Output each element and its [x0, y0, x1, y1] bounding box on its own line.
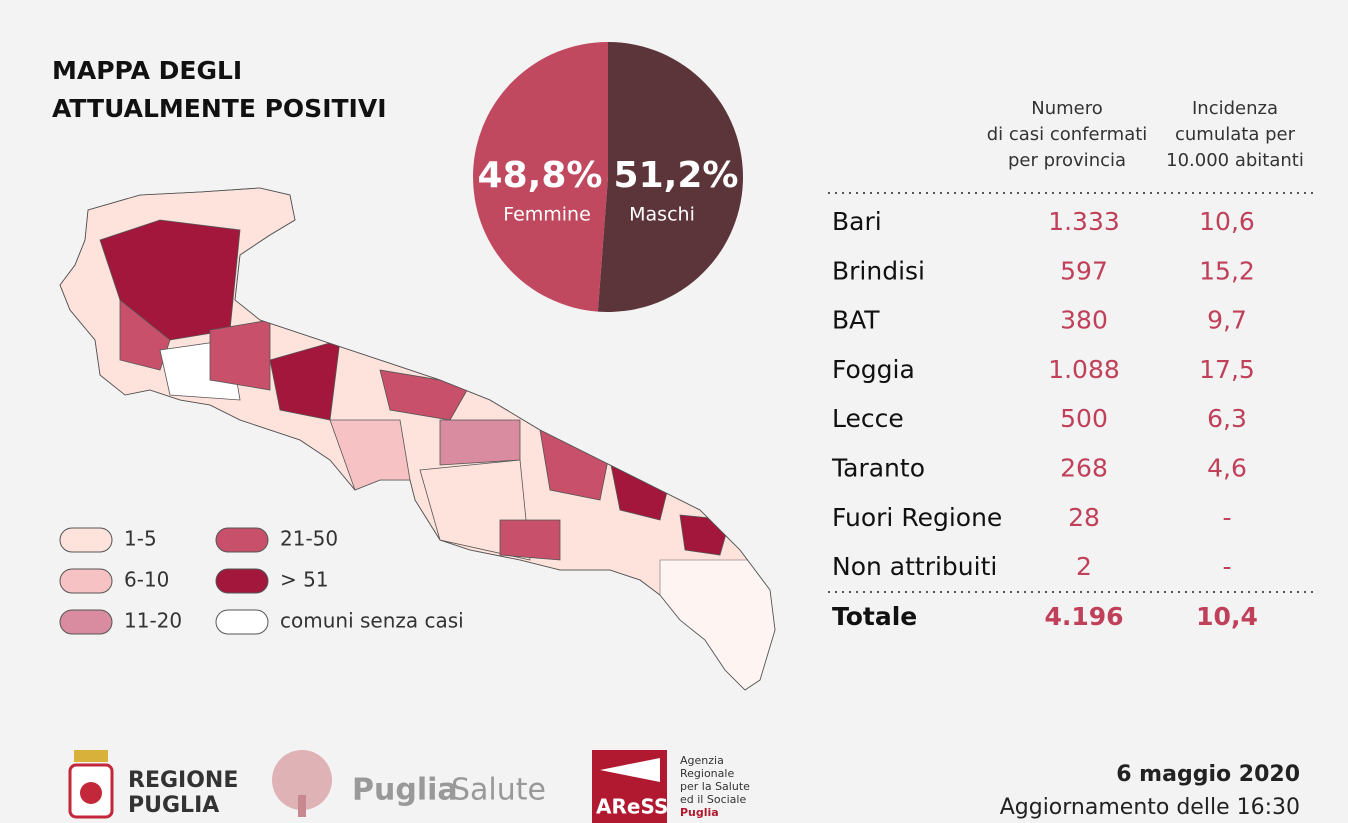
logo-regione: REGIONE PUGLIA — [68, 750, 238, 819]
logo-text: Agenzia — [680, 754, 724, 767]
row-label: Lecce — [832, 404, 904, 433]
pie-slice — [597, 42, 743, 312]
pie-slice — [472, 42, 608, 312]
total-value: 10,4 — [1196, 602, 1258, 631]
legend-swatch — [59, 609, 113, 635]
cell-value: 4,6 — [1207, 454, 1247, 483]
cell-value: 6,3 — [1207, 404, 1247, 433]
title: MAPPA DEGLI — [52, 56, 242, 85]
logo-icon — [298, 795, 306, 817]
logo-crown — [74, 750, 108, 762]
legend-label: 21-50 — [280, 527, 338, 551]
cell-value: - — [1222, 503, 1231, 532]
legend-label: 11-20 — [124, 609, 182, 633]
logo-aress: AReSS Agenzia Regionale per la Salute ed… — [592, 750, 750, 823]
map-area — [209, 319, 271, 391]
map — [59, 187, 776, 691]
pie-category-label: Maschi — [629, 204, 695, 226]
logo-text: AReSS — [596, 795, 668, 819]
legend-swatch — [215, 527, 269, 553]
cell-value: 17,5 — [1199, 355, 1255, 384]
legend: 1-5 6-10 11-20 21-50 > 51 comuni senza casi — [59, 527, 464, 635]
logo-text: Salute — [451, 773, 546, 808]
logo-text: per la Salute — [680, 780, 750, 793]
row-label: Non attribuiti — [832, 552, 997, 581]
row-label: Fuori Regione — [832, 503, 1002, 532]
total-label: Totale — [832, 602, 917, 631]
legend-swatch — [59, 527, 113, 553]
logo-icon — [600, 758, 660, 782]
legend-swatch — [215, 609, 269, 635]
row-label: Brindisi — [832, 256, 925, 285]
logo-text: Puglia — [352, 773, 458, 808]
column-header: cumulata per — [1175, 124, 1296, 145]
logo-puglia-salute: Puglia Salute — [272, 750, 546, 817]
cell-value: 268 — [1060, 454, 1108, 483]
row-label: BAT — [832, 306, 880, 335]
cell-value: 2 — [1076, 552, 1092, 581]
column-header: Incidenza — [1192, 98, 1278, 119]
cell-value: 28 — [1068, 503, 1100, 532]
title: ATTUALMENTE POSITIVI — [52, 94, 387, 123]
row-label: Taranto — [831, 454, 925, 483]
cell-value: 10,6 — [1199, 207, 1255, 236]
logo-icon — [80, 782, 102, 804]
update-time: Aggiornamento delle 16:30 — [1000, 795, 1300, 820]
logo-text: ed il Sociale — [680, 793, 746, 806]
column-header: Numero — [1031, 98, 1103, 119]
cell-value: 9,7 — [1207, 306, 1247, 335]
row-label: Bari — [832, 207, 882, 236]
legend-swatch — [215, 568, 269, 594]
cell-value: 380 — [1060, 306, 1108, 335]
legend-label: > 51 — [280, 568, 329, 592]
date: 6 maggio 2020 — [1116, 762, 1300, 787]
cell-value: - — [1222, 552, 1231, 581]
cell-value: 597 — [1060, 256, 1108, 285]
pie-chart: 48,8% Femmine 51,2% Maschi — [472, 42, 743, 312]
map-area — [499, 519, 561, 561]
total-value: 4.196 — [1044, 602, 1123, 631]
row-label: Foggia — [832, 355, 915, 384]
legend-label: 1-5 — [124, 527, 157, 551]
cell-value: 500 — [1060, 404, 1108, 433]
logo-text: Puglia — [680, 806, 719, 819]
cell-value: 15,2 — [1199, 256, 1255, 285]
logo-text: Regionale — [680, 767, 734, 780]
legend-label: comuni senza casi — [280, 609, 464, 633]
logo-text: REGIONE — [128, 768, 238, 793]
legend-label: 6-10 — [124, 568, 169, 592]
logo-icon — [272, 750, 332, 810]
pie-value-label: 48,8% — [478, 155, 603, 196]
legend-swatch — [59, 568, 113, 594]
pie-category-label: Femmine — [503, 204, 591, 226]
column-header: 10.000 abitanti — [1166, 150, 1304, 171]
map-area — [119, 299, 171, 371]
pie-value-label: 51,2% — [614, 155, 739, 196]
table: Numero di casi confermati per provincia Inc… — [828, 98, 1318, 631]
cell-value: 1.333 — [1048, 207, 1120, 236]
map-area — [439, 419, 521, 466]
logo-text: PUGLIA — [128, 793, 219, 818]
cell-value: 1.088 — [1048, 355, 1120, 384]
column-header: per provincia — [1008, 150, 1126, 171]
column-header: di casi confermati — [987, 124, 1148, 145]
